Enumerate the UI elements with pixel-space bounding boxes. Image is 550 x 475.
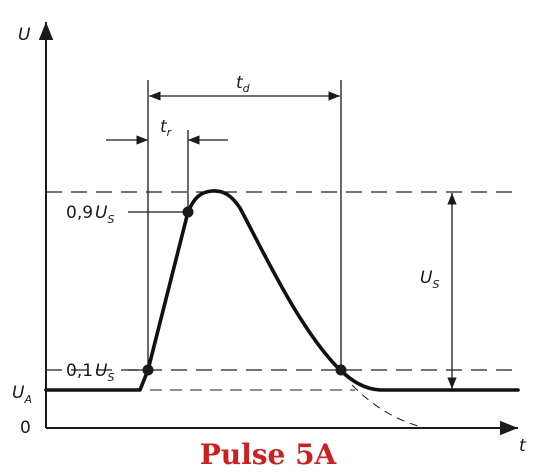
- level-01-us-label: 0,1 US: [66, 361, 115, 384]
- td-label: td: [236, 73, 251, 95]
- baseline-ua-label: UA: [12, 383, 32, 406]
- us-label: US: [420, 268, 439, 291]
- tr-label: tr: [160, 117, 173, 139]
- zero-label: 0: [20, 418, 31, 438]
- decay-continuation-dashed: [351, 384, 419, 427]
- x-axis-label: t: [519, 436, 527, 456]
- level-09-us-label: 0,9 US: [66, 203, 115, 226]
- pulse-curve: [44, 189, 520, 392]
- y-axis-label: U: [18, 25, 31, 45]
- caption-title: Pulse 5A: [200, 438, 338, 471]
